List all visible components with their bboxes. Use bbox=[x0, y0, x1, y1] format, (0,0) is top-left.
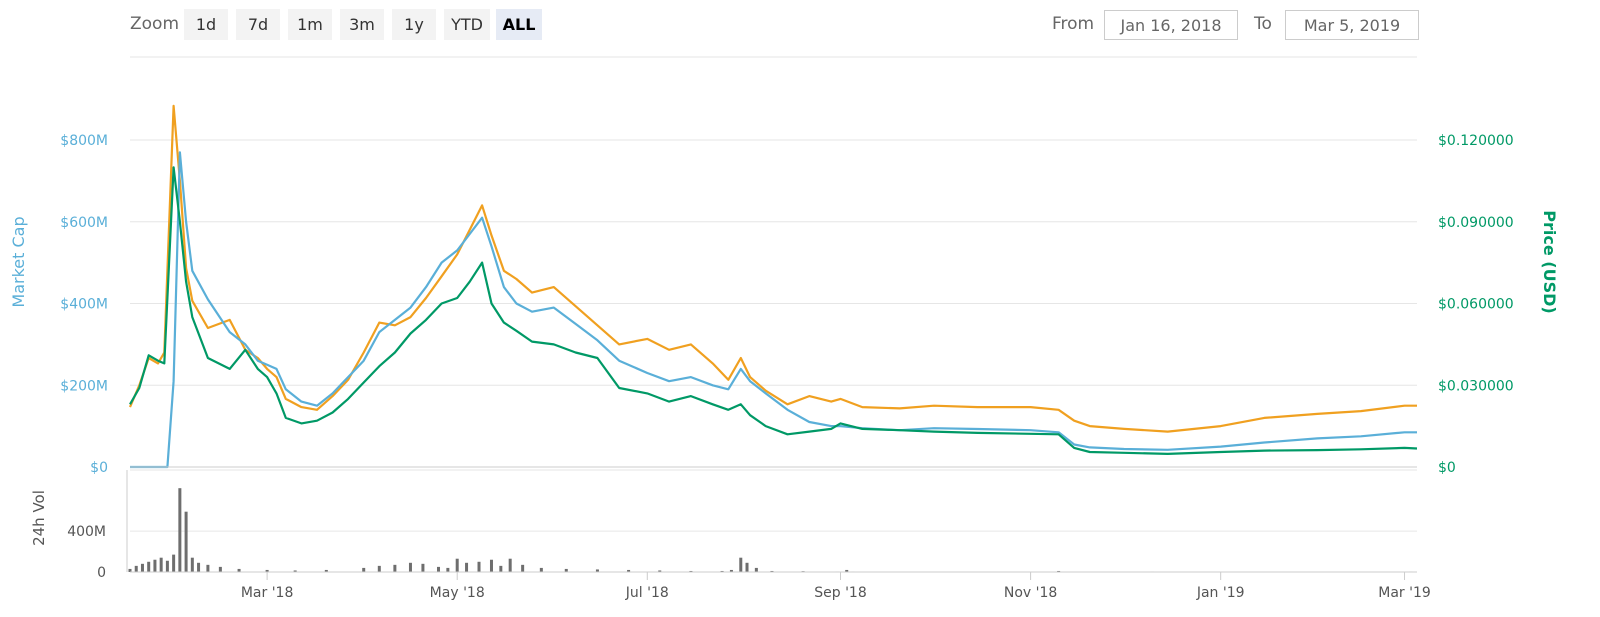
volume-bar bbox=[153, 559, 157, 572]
to-label: To bbox=[1254, 14, 1272, 34]
x-axis-tick-label: Jan '19 bbox=[1196, 585, 1245, 601]
volume-bar bbox=[1057, 570, 1061, 572]
volume-bar bbox=[845, 569, 849, 572]
volume-bar bbox=[190, 557, 194, 572]
left-axis-title: Market Cap bbox=[9, 216, 28, 307]
volume-bar bbox=[720, 570, 724, 572]
zoom-1d-button[interactable]: 1d bbox=[184, 9, 228, 40]
series-line-market_cap bbox=[130, 151, 1417, 469]
zoom-all-button[interactable]: ALL bbox=[496, 9, 542, 40]
zoom-ytd-button[interactable]: YTD bbox=[444, 9, 490, 40]
volume-bar bbox=[564, 568, 568, 572]
right-axis-tick-label: $0 bbox=[1438, 460, 1456, 476]
volume-axis-title: 24h Vol bbox=[30, 490, 48, 546]
volume-bar bbox=[206, 564, 210, 572]
right-axis-title: Price (USD) bbox=[1540, 210, 1559, 313]
x-axis-tick-label: Sep '18 bbox=[814, 585, 867, 601]
left-axis-tick-label: $400M bbox=[60, 297, 108, 313]
x-axis-tick-label: Mar '18 bbox=[241, 585, 294, 601]
volume-bar bbox=[324, 569, 328, 572]
volume-bar bbox=[237, 568, 241, 572]
volume-bar bbox=[595, 569, 599, 572]
from-label: From bbox=[1052, 14, 1095, 34]
volume-bar bbox=[147, 561, 151, 572]
volume-bar bbox=[178, 488, 182, 572]
right-axis-tick-label: $0.090000 bbox=[1438, 215, 1514, 231]
volume-bar bbox=[539, 567, 543, 572]
left-axis-tick-label: $600M bbox=[60, 215, 108, 231]
zoom-7d-button[interactable]: 7d bbox=[236, 9, 280, 40]
volume-axis-tick-label: 400M bbox=[67, 524, 106, 540]
volume-bar bbox=[446, 567, 450, 572]
left-axis-tick-label: $200M bbox=[60, 378, 108, 394]
zoom-1m-button[interactable]: 1m bbox=[288, 9, 332, 40]
volume-bar bbox=[140, 563, 144, 572]
volume-bar bbox=[437, 566, 441, 572]
x-axis-tick-label: May '18 bbox=[430, 585, 485, 601]
zoom-label: Zoom bbox=[130, 14, 180, 34]
left-axis-tick-label: $0 bbox=[90, 460, 108, 476]
volume-bar bbox=[172, 554, 176, 572]
x-axis-tick-label: Mar '19 bbox=[1378, 585, 1431, 601]
series-line-price_usd bbox=[129, 166, 1418, 455]
volume-axis-tick-label: 0 bbox=[97, 565, 106, 581]
volume-bar bbox=[658, 570, 662, 572]
right-axis-tick-label: $0.060000 bbox=[1438, 297, 1514, 313]
volume-bar bbox=[627, 569, 631, 572]
volume-bar bbox=[362, 567, 366, 572]
volume-bar bbox=[689, 570, 693, 572]
volume-bar bbox=[745, 562, 749, 572]
volume-bar bbox=[218, 566, 222, 572]
volume-bar bbox=[408, 562, 412, 572]
volume-bar bbox=[293, 570, 297, 572]
series-line-btc bbox=[128, 104, 1417, 433]
volume-bar bbox=[134, 565, 138, 572]
volume-bar bbox=[521, 564, 525, 572]
left-axis-tick-label: $800M bbox=[60, 133, 108, 149]
right-axis-tick-label: $0.120000 bbox=[1438, 133, 1514, 149]
volume-bar bbox=[197, 562, 201, 572]
zoom-3m-button[interactable]: 3m bbox=[340, 9, 384, 40]
volume-bar bbox=[377, 565, 381, 572]
volume-bar bbox=[754, 567, 758, 572]
volume-bar bbox=[184, 511, 188, 572]
volume-bar bbox=[499, 565, 503, 572]
x-axis-tick-label: Jul '18 bbox=[625, 585, 669, 601]
volume-bar bbox=[489, 559, 493, 572]
volume-bar bbox=[393, 564, 397, 572]
from-date-input[interactable] bbox=[1104, 10, 1238, 40]
volume-bar bbox=[770, 570, 774, 572]
volume-bar bbox=[265, 569, 269, 572]
volume-bar bbox=[508, 558, 512, 572]
volume-bar bbox=[421, 563, 425, 572]
volume-bar bbox=[455, 558, 459, 572]
volume-bar bbox=[739, 557, 743, 572]
volume-bar bbox=[128, 568, 132, 572]
zoom-1y-button[interactable]: 1y bbox=[392, 9, 436, 40]
volume-bar bbox=[165, 560, 169, 572]
volume-bar bbox=[465, 562, 469, 572]
volume-bar bbox=[729, 569, 733, 572]
volume-bar bbox=[477, 561, 481, 572]
right-axis-tick-label: $0.030000 bbox=[1438, 378, 1514, 394]
volume-bar bbox=[159, 557, 163, 572]
x-axis-tick-label: Nov '18 bbox=[1004, 585, 1057, 601]
to-date-input[interactable] bbox=[1285, 10, 1419, 40]
